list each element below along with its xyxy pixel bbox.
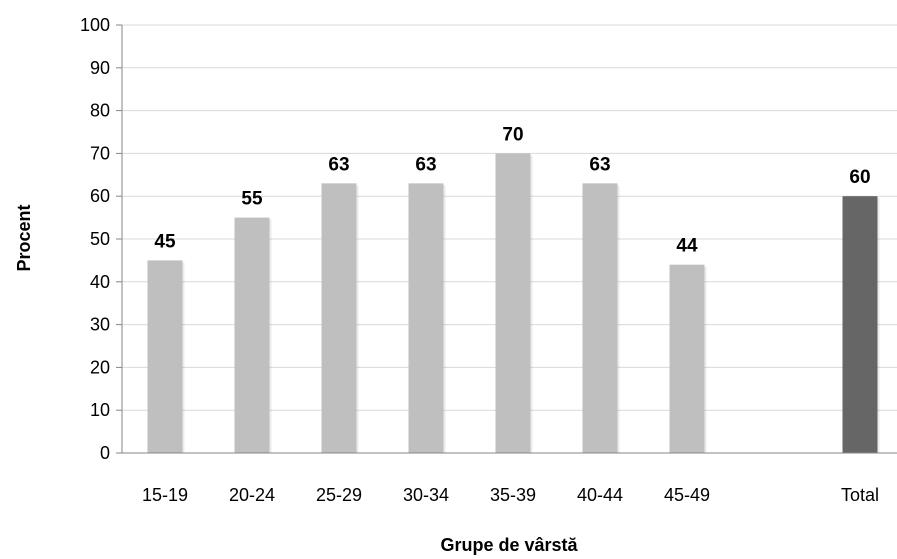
data-label: 45 [154, 231, 176, 252]
y-tick-label: 30 [90, 315, 110, 335]
y-tick-labels: 0 10 20 30 40 50 60 70 80 90 100 [80, 15, 110, 463]
x-tick-label: 15-19 [142, 485, 188, 505]
y-tick-label: 60 [90, 186, 110, 206]
bar-35-39 [495, 153, 531, 453]
y-tick-label: 90 [90, 58, 110, 78]
data-label: 63 [328, 154, 349, 175]
bar-40-44 [582, 183, 618, 454]
x-axis-title: Grupe de vârstă [440, 535, 578, 555]
x-tick-label: 35-39 [490, 485, 536, 505]
y-axis-title: Procent [14, 204, 34, 271]
y-tick-label: 40 [90, 272, 110, 292]
bars [147, 153, 880, 454]
x-tick-label: 40-44 [577, 485, 623, 505]
data-labels: 45 55 63 63 70 63 44 60 [154, 124, 870, 256]
bar-30-34 [408, 183, 444, 454]
data-label: 63 [589, 154, 610, 175]
data-label: 63 [415, 154, 436, 175]
x-tick-label: 25-29 [316, 485, 362, 505]
x-tick-label: 20-24 [229, 485, 275, 505]
bar-total [842, 196, 878, 453]
bar-20-24 [234, 217, 270, 453]
data-label: 60 [849, 167, 870, 188]
axes [116, 24, 897, 454]
bar-15-19 [147, 260, 183, 453]
data-label: 55 [241, 189, 263, 210]
y-tick-label: 0 [100, 443, 110, 463]
bar-45-49 [669, 264, 705, 453]
bar-25-29 [321, 183, 357, 454]
y-tick-label: 10 [90, 400, 110, 420]
y-tick-label: 50 [90, 229, 110, 249]
y-tick-label: 70 [90, 143, 110, 163]
y-tick-label: 80 [90, 101, 110, 121]
data-label: 44 [676, 236, 698, 257]
x-tick-labels: 15-19 20-24 25-29 30-34 35-39 40-44 45-49 Total [142, 485, 879, 505]
x-tick-label: 45-49 [664, 485, 710, 505]
data-label: 70 [502, 124, 523, 145]
y-tick-label: 100 [80, 15, 110, 35]
x-tick-label: 30-34 [403, 485, 449, 505]
y-tick-label: 20 [90, 357, 110, 377]
x-tick-label: Total [841, 485, 879, 505]
